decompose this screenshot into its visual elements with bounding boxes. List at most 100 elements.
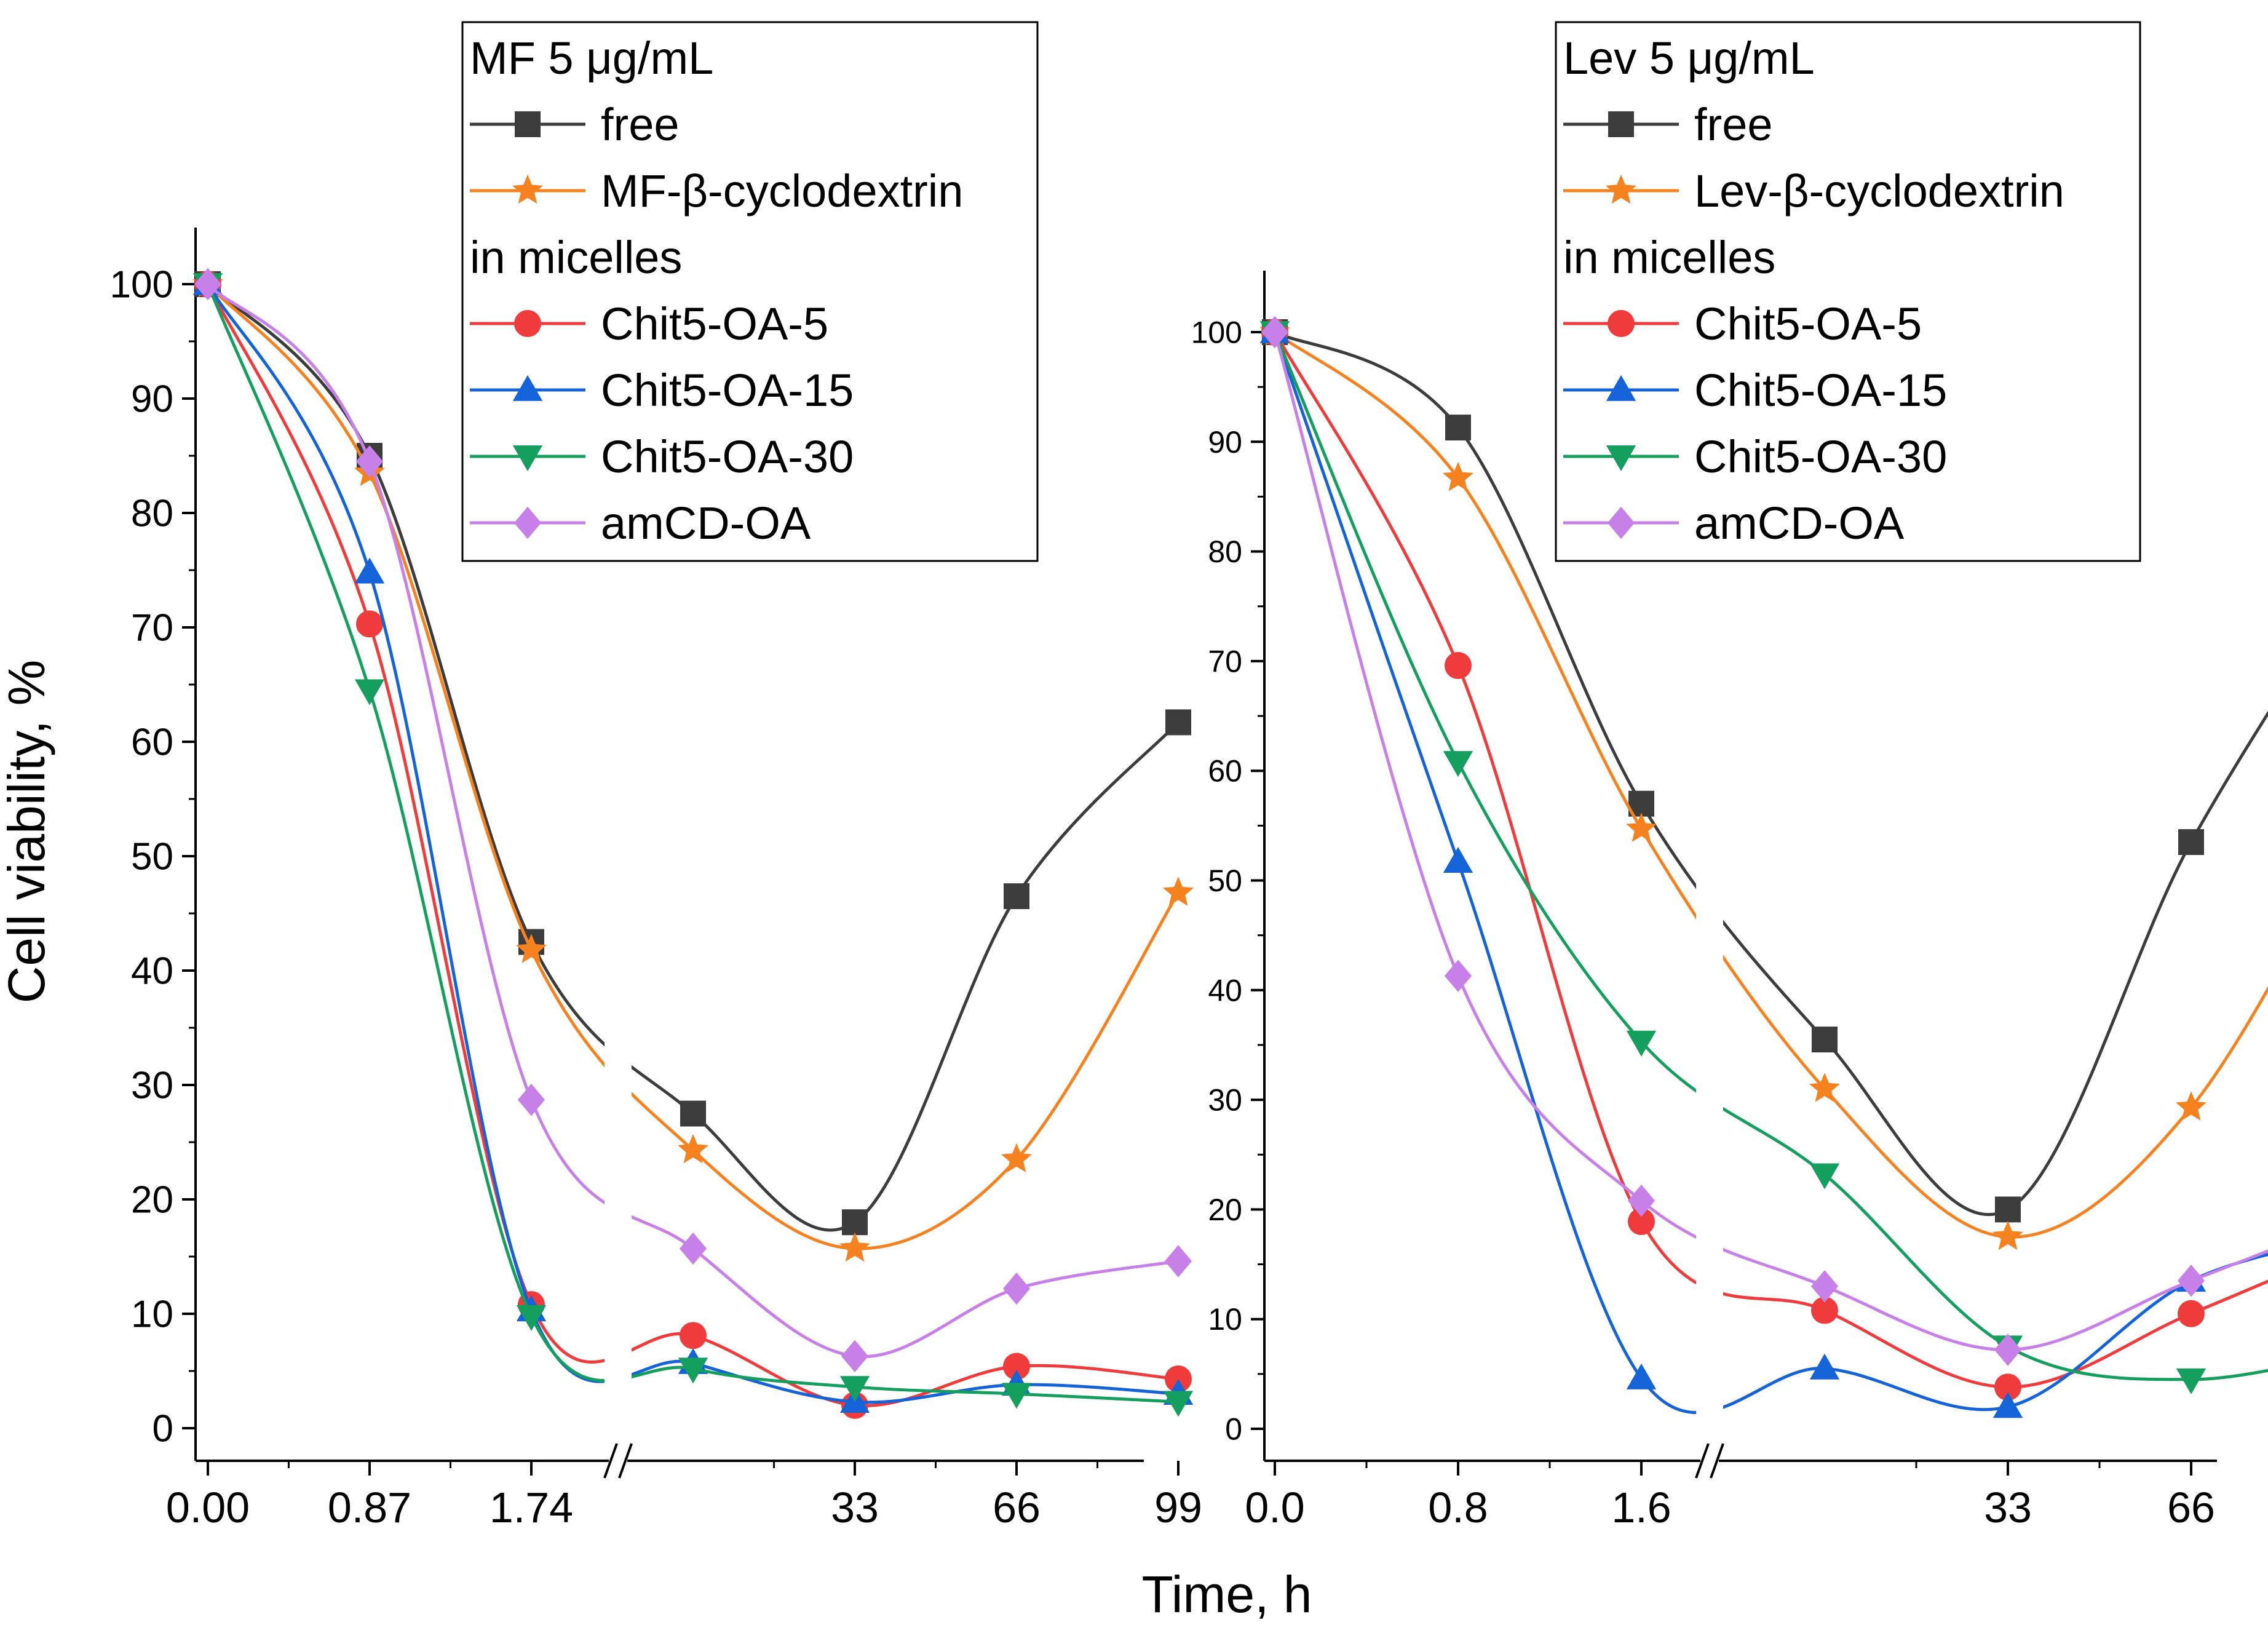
legend-entry-label: Lev-β-cyclodextrin (1694, 165, 2064, 217)
data-point-c30 (1626, 1030, 1657, 1057)
data-point-c15 (1443, 847, 1473, 873)
data-point-free (680, 1100, 706, 1127)
series-line-c15 (206, 283, 605, 1383)
x-tick-label: 1.6 (1611, 1484, 1671, 1532)
data-point-c30 (1443, 751, 1473, 777)
data-point-c5 (1994, 1373, 2021, 1401)
series-line-c5 (1273, 331, 1696, 1285)
legend-marker (1607, 506, 1635, 539)
data-point-am (1627, 1184, 1655, 1217)
legend-box (461, 21, 1039, 562)
data-point-c15 (1809, 1353, 1840, 1380)
series-line-c15 (632, 1359, 1179, 1404)
data-point-c30 (2176, 1368, 2207, 1394)
series-line-am (1273, 332, 1696, 1239)
legend: MF 5 μg/mL free MF-β-cyclodextrin in micell… (461, 21, 1039, 562)
y-tick-label: 60 (131, 721, 173, 764)
x-tick-label: 0.0 (1245, 1484, 1304, 1532)
legend-group-label: in micelles (1563, 232, 1775, 283)
legend-entry-label: Chit5-OA-5 (1694, 298, 1922, 349)
data-point-c5 (680, 1322, 707, 1349)
legend-title: Lev 5 μg/mL (1563, 33, 1815, 84)
data-point-free (1165, 709, 1191, 736)
data-point-cd (2176, 1091, 2207, 1121)
legend-marker (512, 174, 543, 204)
data-point-c15 (1626, 1363, 1657, 1389)
legend-entry-label: MF-β-cyclodextrin (601, 165, 963, 217)
y-tick-label: 100 (110, 264, 173, 306)
y-tick-label: 40 (1208, 973, 1242, 1007)
legend-marker (1606, 375, 1636, 401)
y-tick-label: 90 (1208, 425, 1242, 459)
x-tick-label: 33 (1984, 1484, 2032, 1532)
data-point-c30 (1001, 1383, 1032, 1409)
legend-entry-label: free (601, 99, 680, 150)
legend-entry-label: Chit5-OA-30 (601, 431, 854, 482)
series-line-c5 (1723, 1279, 2268, 1389)
data-point-cd (1809, 1073, 1840, 1102)
series-am (1261, 316, 2268, 1366)
x-tick-label: 66 (2167, 1484, 2215, 1532)
data-point-cd (1163, 876, 1194, 906)
legend-marker (512, 445, 543, 472)
data-point-c5 (2178, 1300, 2205, 1327)
series-line-c5 (632, 1332, 1179, 1408)
legend-title: MF 5 μg/mL (470, 33, 713, 84)
data-point-c30 (1163, 1391, 1194, 1417)
series-line-c30 (206, 284, 605, 1383)
data-point-am (517, 1083, 545, 1116)
legend-group-label: in micelles (470, 232, 682, 283)
series-am (194, 268, 1192, 1373)
y-tick-label: 80 (131, 493, 173, 535)
y-tick-label: 40 (131, 950, 173, 993)
legend-marker (513, 506, 542, 539)
legend-entry-label: amCD-OA (1694, 498, 1905, 549)
legend: Lev 5 μg/mL free Lev-β-cyclodextrin in mice… (1555, 21, 2141, 562)
data-point-am (1994, 1333, 2022, 1366)
data-point-c5 (1165, 1365, 1192, 1393)
y-tick-label: 60 (1208, 754, 1242, 789)
x-axis-break-mark (1695, 1443, 1710, 1479)
legend-entry-label: Chit5-OA-15 (601, 365, 854, 416)
x-axis-break-mark (1710, 1443, 1724, 1479)
series-line-am (1723, 1247, 2268, 1352)
data-point-am (841, 1340, 869, 1373)
data-point-am (2177, 1265, 2205, 1297)
legend-entry-label: Chit5-OA-15 (1694, 365, 1947, 416)
y-tick-label: 50 (1208, 864, 1242, 898)
data-point-c15 (354, 557, 385, 584)
x-tick-label: 1.74 (490, 1484, 573, 1532)
data-point-free (1812, 1027, 1838, 1053)
data-point-am (679, 1232, 707, 1265)
series-line-c15 (1273, 332, 1696, 1414)
y-tick-label: 80 (1208, 534, 1242, 569)
data-point-c30 (839, 1376, 870, 1402)
x-tick-label: 66 (993, 1484, 1041, 1532)
legend-marker (1606, 445, 1636, 472)
y-tick-label: 20 (1208, 1193, 1242, 1227)
x-axis-break-mark (603, 1443, 618, 1479)
legend-box (1555, 21, 2141, 562)
y-tick-label: 0 (153, 1408, 173, 1450)
y-tick-label: 20 (131, 1179, 173, 1222)
data-point-free (1004, 883, 1029, 910)
legend-entry-label: amCD-OA (601, 498, 811, 549)
data-point-cd (516, 934, 547, 963)
data-point-am (194, 268, 222, 301)
data-point-c5 (356, 610, 383, 638)
series-line-c30 (1273, 332, 1696, 1093)
series-line-c30 (1723, 1107, 2268, 1381)
legend-marker (514, 310, 541, 337)
data-point-am (1810, 1269, 1839, 1303)
data-point-cd (1443, 461, 1473, 491)
data-point-cd (1626, 813, 1657, 842)
y-tick-label: 50 (131, 836, 173, 878)
data-point-free (842, 1209, 868, 1236)
x-tick-label: 0.8 (1428, 1484, 1488, 1532)
y-tick-label: 70 (131, 607, 173, 650)
series-line-cd (1274, 331, 1696, 920)
legend-entry-label: free (1694, 99, 1773, 150)
series-line-c30 (632, 1365, 1179, 1404)
data-point-c15 (1992, 1392, 2023, 1418)
